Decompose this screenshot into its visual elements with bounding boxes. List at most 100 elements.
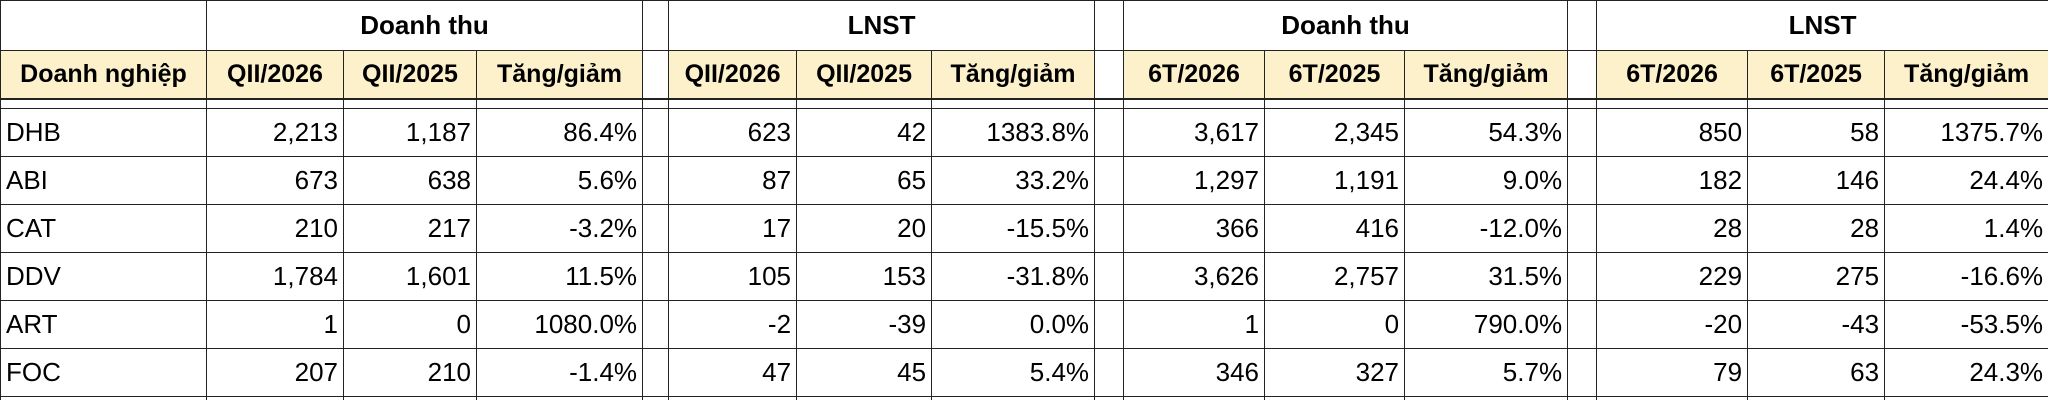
column-header: Tăng/giảm [1404, 50, 1569, 100]
spacer-cell [642, 396, 670, 400]
corner-cell [0, 0, 207, 51]
spacer-cell [1596, 98, 1749, 109]
value-cell: 207 [206, 348, 344, 397]
gap-cell [1567, 300, 1598, 349]
value-cell: -12.0% [1404, 204, 1569, 253]
value-cell: 275 [1747, 252, 1886, 301]
value-cell: 1,601 [343, 252, 477, 301]
data-row: DHB 2,213 1,187 86.4% 623 42 1383.8% 3,617 2,345… [0, 108, 2048, 157]
value-cell: -16.6% [1884, 252, 2048, 301]
column-header: QII/2025 [796, 50, 933, 100]
gap-cell [1094, 300, 1125, 349]
value-cell: 327 [1264, 348, 1406, 397]
value-cell: 1 [206, 300, 344, 349]
spacer-cell [343, 98, 477, 109]
gap-cell [642, 50, 670, 100]
value-cell: 9.0% [1404, 156, 1569, 205]
gap-cell [1094, 348, 1125, 397]
gap-cell [1094, 108, 1125, 157]
value-cell: 47 [668, 348, 798, 397]
value-cell: 416 [1264, 204, 1406, 253]
gap-cell [1094, 50, 1125, 100]
value-cell: -3.2% [475, 204, 644, 253]
spacer-cell [668, 98, 798, 109]
value-cell: 1.4% [1884, 204, 2048, 253]
spacer-cell [931, 98, 1096, 109]
column-header: 6T/2026 [1596, 50, 1749, 100]
value-cell: 182 [1596, 156, 1749, 205]
value-cell: 42 [796, 108, 933, 157]
spacer-cell [1123, 396, 1266, 400]
value-cell: 20 [796, 204, 933, 253]
value-cell: 0 [343, 300, 477, 349]
value-cell: 2,345 [1264, 108, 1406, 157]
value-cell: -31.8% [931, 252, 1096, 301]
value-cell: 790.0% [1404, 300, 1569, 349]
column-header: Doanh nghiệp [0, 50, 207, 100]
gap-cell [1567, 204, 1598, 253]
gap-cell [642, 348, 670, 397]
value-cell: 1,297 [1123, 156, 1266, 205]
value-cell: 638 [343, 156, 477, 205]
gap-cell [1567, 252, 1598, 301]
value-cell: 24.4% [1884, 156, 2048, 205]
value-cell: 146 [1747, 156, 1886, 205]
spacer-cell [475, 396, 644, 400]
company-cell: DHB [0, 108, 207, 157]
group-header: Doanh thu [1123, 0, 1569, 51]
gap-cell [642, 0, 670, 51]
value-cell: 346 [1123, 348, 1266, 397]
value-cell: -53.5% [1884, 300, 2048, 349]
spacer-cell [1404, 98, 1569, 109]
value-cell: 33.2% [931, 156, 1096, 205]
gap-cell [642, 252, 670, 301]
spacer-cell [1094, 396, 1125, 400]
value-cell: 28 [1747, 204, 1886, 253]
spacer-cell [1094, 98, 1125, 109]
company-cell: DDV [0, 252, 207, 301]
value-cell: -15.5% [931, 204, 1096, 253]
gap-cell [642, 108, 670, 157]
value-cell: 1375.7% [1884, 108, 2048, 157]
spacer-cell [1567, 396, 1598, 400]
company-cell: ABI [0, 156, 207, 205]
value-cell: 87 [668, 156, 798, 205]
spacer-cell [642, 98, 670, 109]
value-cell: 31.5% [1404, 252, 1569, 301]
value-cell: 673 [206, 156, 344, 205]
gap-cell [1567, 50, 1598, 100]
data-row: CAT 210 217 -3.2% 17 20 -15.5% 366 416 -12.0% 28 28… [0, 204, 2048, 253]
value-cell: 5.6% [475, 156, 644, 205]
value-cell: 1080.0% [475, 300, 644, 349]
value-cell: 2,213 [206, 108, 344, 157]
spacer-cell [0, 396, 207, 400]
spacer-cell [796, 98, 933, 109]
value-cell: 1,187 [343, 108, 477, 157]
column-header: QII/2026 [668, 50, 798, 100]
value-cell: 217 [343, 204, 477, 253]
data-row: FOC 207 210 -1.4% 47 45 5.4% 346 327 5.7% 79 63 24.3… [0, 348, 2048, 397]
gap-cell [1567, 156, 1598, 205]
company-cell: FOC [0, 348, 207, 397]
value-cell: 1,784 [206, 252, 344, 301]
value-cell: 1,191 [1264, 156, 1406, 205]
value-cell: 58 [1747, 108, 1886, 157]
column-header: 6T/2025 [1264, 50, 1406, 100]
gap-cell [1094, 252, 1125, 301]
group-header: Doanh thu [205, 0, 644, 51]
gap-cell [642, 204, 670, 253]
spacer-cell [1884, 98, 2048, 109]
column-header: 6T/2025 [1747, 50, 1886, 100]
company-cell: CAT [0, 204, 207, 253]
spacer-cell [1884, 396, 2048, 400]
spacer-cell [796, 396, 933, 400]
value-cell: 3,626 [1123, 252, 1266, 301]
gap-cell [642, 156, 670, 205]
group-header: LNST [1596, 0, 2048, 51]
spacer-cell [1747, 98, 1886, 109]
value-cell: 229 [1596, 252, 1749, 301]
column-header: Tăng/giảm [931, 50, 1096, 100]
gap-cell [1094, 204, 1125, 253]
value-cell: 79 [1596, 348, 1749, 397]
